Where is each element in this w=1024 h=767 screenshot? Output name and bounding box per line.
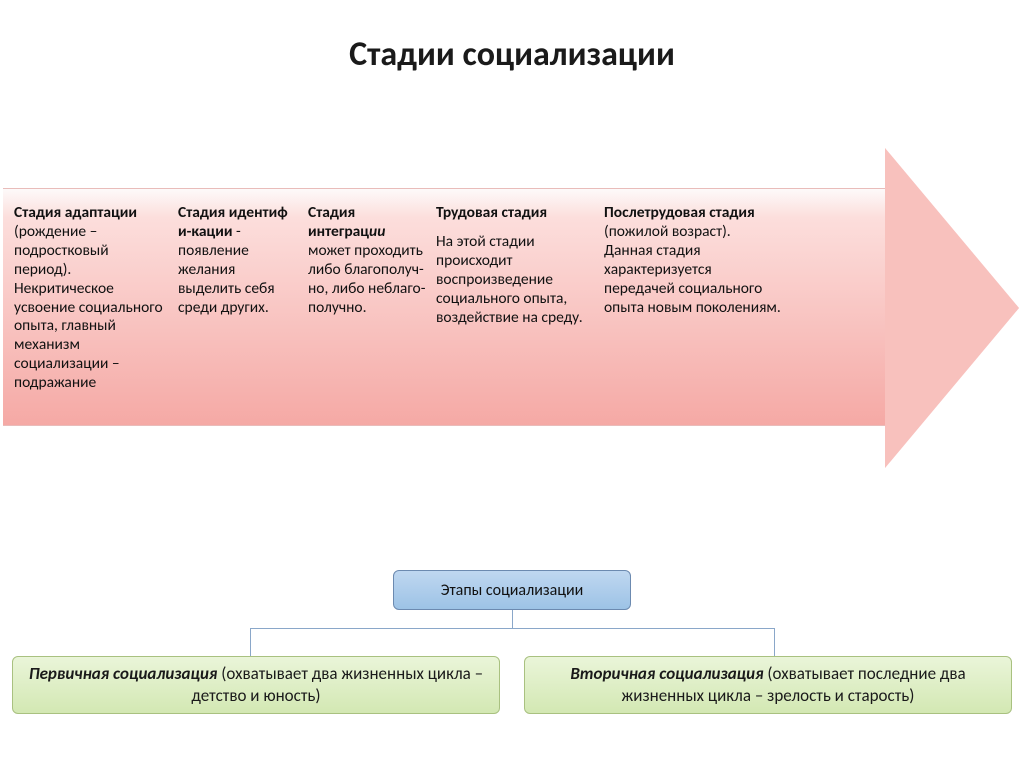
connector-line: [774, 628, 775, 656]
hierarchy-root-box: Этапы социализации: [393, 570, 631, 610]
arrow-stages-row: Стадия адаптации (рождение – подростковы…: [14, 204, 974, 393]
connector-line: [512, 610, 513, 628]
stage-title-italic: ии: [369, 222, 385, 241]
hierarchy-child-primary: Первичная социализация (охватывает два ж…: [12, 656, 500, 714]
stage-text: На этой стадии происходит воспроизведени…: [436, 233, 594, 328]
hierarchy-children-row: Первичная социализация (охватывает два ж…: [12, 656, 1012, 714]
arrow-diagram: Стадия адаптации (рождение – подростковы…: [0, 148, 1024, 468]
stage-title: Трудовая стадия: [436, 204, 594, 223]
child-title: Первичная социализация: [29, 663, 218, 684]
connector-line: [250, 628, 774, 629]
hierarchy-child-secondary: Вторичная социализация (охватывает после…: [524, 656, 1012, 714]
stage-text: (рождение – подростковый период). Некрит…: [14, 222, 163, 392]
stage-identification: Стадия идентиф и-кации - появление желан…: [178, 204, 298, 393]
child-title: Вторичная социализация: [570, 663, 763, 684]
stage-title: Стадия адаптации: [14, 203, 137, 222]
connector-line: [250, 628, 251, 656]
stage-title: Стадия интеграц: [308, 203, 369, 241]
child-text: (охватывает два жизненных цикла – детств…: [191, 663, 483, 706]
stage-integration: Стадия интеграции может проходить либо б…: [308, 204, 426, 393]
stage-post-labor: Послетрудовая стадия (пожилой возраст). …: [604, 204, 782, 393]
stage-adaptation: Стадия адаптации (рождение – подростковы…: [14, 204, 168, 393]
stage-title: Послетрудовая стадия: [604, 203, 755, 222]
stage-text: (пожилой возраст). Данная стадия характе…: [604, 222, 781, 317]
stage-text: может проходить либо благополуч-но, либо…: [308, 241, 425, 317]
page-title: Стадии социализации: [0, 0, 1024, 75]
stage-labor: Трудовая стадия На этой стадии происходи…: [436, 204, 594, 393]
